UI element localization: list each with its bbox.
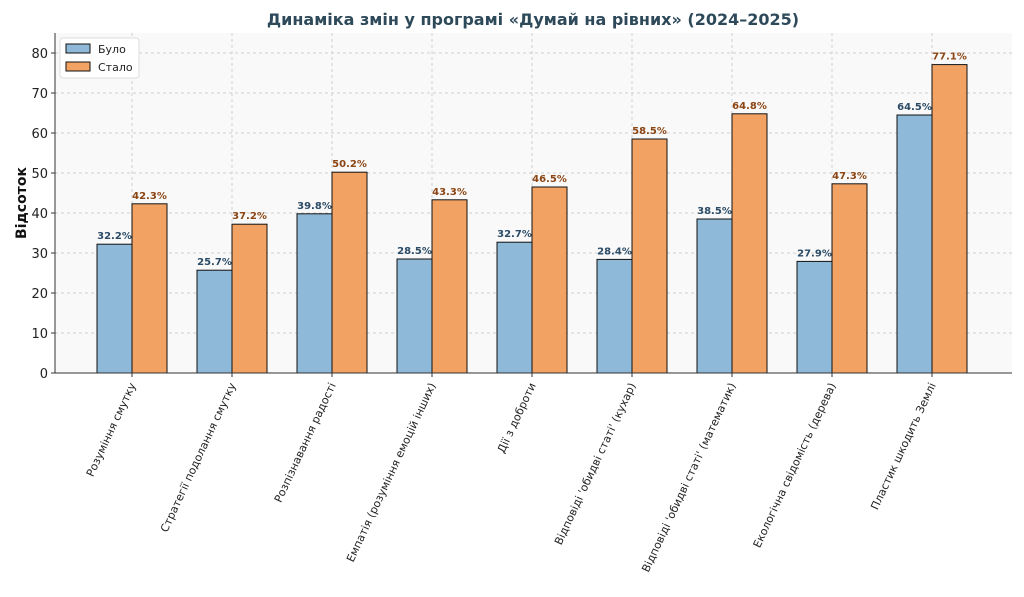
data-label: 47.3% [832, 171, 867, 182]
bar-stalo [531, 186, 568, 374]
x-tick-label: Дії з доброти [495, 381, 539, 455]
data-label: 32.2% [97, 231, 132, 242]
y-tick-label: 40 [31, 207, 48, 222]
x-tick-label: Стратегії подолання смутку [158, 380, 239, 534]
y-tick-label: 60 [31, 127, 48, 142]
x-tick-label: Розпізнавання радості [272, 381, 339, 505]
y-tick-label: 70 [31, 87, 48, 102]
data-label: 50.2% [332, 159, 367, 170]
x-tick-label: Екологічна свідомість (дерева) [751, 381, 839, 550]
data-label: 64.8% [732, 101, 767, 112]
x-tick-label: Відповіді 'обидві статі' (кухар) [552, 381, 639, 547]
data-label: 43.3% [432, 187, 467, 198]
y-tick-label: 20 [31, 287, 48, 302]
bar-bulo [296, 213, 333, 374]
y-tick-label: 30 [31, 247, 48, 262]
bar-bulo [596, 258, 633, 374]
legend-swatch-stalo [65, 61, 91, 72]
data-label: 58.5% [632, 126, 667, 137]
x-tick-label: Пластик шкодить Землі [868, 381, 938, 512]
legend-swatch-bulo [65, 43, 91, 54]
bar-stalo [931, 64, 968, 374]
data-label: 42.3% [132, 191, 167, 202]
bar-bulo [696, 218, 733, 374]
bar-bulo [796, 260, 833, 374]
data-label: 25.7% [197, 257, 232, 268]
x-tick-label: Емпатія (розуміння емоцій інших) [344, 381, 439, 564]
x-tick-label: Відповіді 'обидві статі' (математик) [639, 381, 738, 574]
bar-bulo [396, 258, 433, 374]
x-tick-label: Розуміння смутку [84, 380, 139, 478]
data-label: 37.2% [232, 211, 267, 222]
legend-label: Стало [98, 61, 133, 74]
data-label: 46.5% [532, 174, 567, 185]
bar-stalo [831, 183, 868, 374]
bar-bulo [496, 241, 533, 374]
y-tick-label: 50 [31, 167, 48, 182]
data-label: 28.4% [597, 246, 632, 257]
data-label: 32.7% [497, 229, 532, 240]
bar-stalo [131, 203, 168, 374]
y-axis-label: Відсоток [14, 167, 30, 239]
bar-bulo [96, 243, 133, 374]
bar-bulo [896, 114, 933, 374]
y-tick-label: 0 [40, 367, 48, 382]
bar-stalo [231, 223, 268, 374]
y-tick-label: 10 [31, 327, 48, 342]
bar-bulo [196, 269, 233, 374]
data-label: 77.1% [932, 52, 967, 63]
y-tick-label: 80 [31, 47, 48, 62]
legend-label: Було [98, 43, 126, 56]
data-label: 28.5% [397, 246, 432, 257]
data-label: 27.9% [797, 248, 832, 259]
bar-stalo [331, 171, 368, 374]
chart-title: Динаміка змін у програмі «Думай на рівни… [267, 10, 799, 29]
data-label: 39.8% [297, 201, 332, 212]
data-label: 64.5% [897, 102, 932, 113]
bar-stalo [431, 199, 468, 374]
bar-stalo [631, 138, 668, 374]
bar-stalo [731, 113, 768, 374]
data-label: 38.5% [697, 206, 732, 217]
